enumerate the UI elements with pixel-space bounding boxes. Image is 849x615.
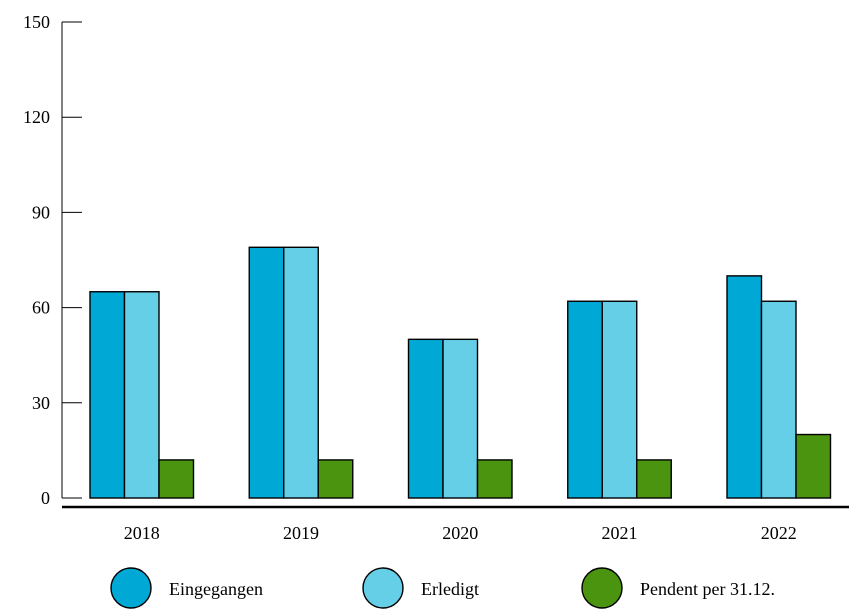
y-tick-label: 60 <box>32 298 50 318</box>
bar-2018-series-1 <box>123 291 160 499</box>
bar-2018-series-2 <box>158 459 195 499</box>
legend-swatch-1 <box>362 567 404 609</box>
bar-2021-series-1 <box>601 300 638 499</box>
bar-2021-series-2 <box>636 459 672 499</box>
x-tick-label: 2021 <box>602 523 638 543</box>
legend: Eingegangen Erledigt Pendent per 31.12. <box>110 567 775 609</box>
bar-2020-series-2 <box>476 459 513 499</box>
y-tick-label: 120 <box>23 107 50 127</box>
bar-2019-series-1 <box>283 246 319 499</box>
bar-2019-series-0 <box>248 246 285 499</box>
bar-2022-series-2 <box>795 433 832 499</box>
bars-group <box>89 246 832 499</box>
bar-2020-series-1 <box>442 338 479 499</box>
bar-2018-series-0 <box>89 291 126 499</box>
x-tick-label: 2022 <box>761 523 797 543</box>
y-tick-label: 0 <box>41 488 50 508</box>
bar-2019-series-2 <box>317 459 354 499</box>
legend-label: Pendent per 31.12. <box>640 579 775 599</box>
x-tick-label: 2018 <box>124 523 160 543</box>
y-tick-label: 30 <box>32 393 50 413</box>
y-axis: 0 30 60 90 120 150 <box>23 12 82 508</box>
legend-label: Eingegangen <box>169 579 263 599</box>
bar-2021-series-0 <box>567 300 603 499</box>
x-tick-label: 2019 <box>283 523 319 543</box>
bar-2022-series-0 <box>726 275 763 499</box>
legend-label: Erledigt <box>421 579 479 599</box>
bar-2020-series-0 <box>407 338 444 499</box>
legend-swatch-0 <box>110 567 152 609</box>
y-tick-label: 150 <box>23 12 50 32</box>
y-tick-label: 90 <box>32 202 50 222</box>
x-tick-label: 2020 <box>442 523 478 543</box>
legend-swatch-2 <box>581 567 623 609</box>
bar-2022-series-1 <box>760 300 797 499</box>
x-axis: 2018 2019 2020 2021 2022 <box>62 505 849 543</box>
